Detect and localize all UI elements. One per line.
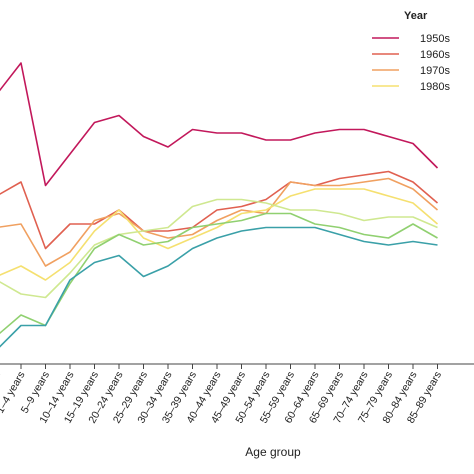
series-line-extra-6 <box>0 226 438 348</box>
series-line-1980s <box>0 188 439 281</box>
legend-label: 1970s <box>420 65 450 77</box>
series-lines <box>0 62 439 348</box>
legend-title: Year <box>404 10 428 22</box>
x-axis-ticks <box>20 364 438 369</box>
legend-label: 1950s <box>420 33 450 45</box>
legend-label: 1960s <box>420 49 450 61</box>
series-line-extra-5 <box>0 212 438 335</box>
series-line-1950s <box>0 62 439 187</box>
series-line-1960s <box>0 170 439 250</box>
series-line-extra-4 <box>0 198 438 299</box>
legend: Year 1950s 1960s 1970s 1980s <box>366 10 474 94</box>
series-line-1970s <box>0 177 439 267</box>
legend-items: 1950s 1960s 1970s 1980s <box>366 26 474 94</box>
legend-label: 1980s <box>420 81 450 93</box>
x-axis-title: Age group <box>245 445 301 459</box>
